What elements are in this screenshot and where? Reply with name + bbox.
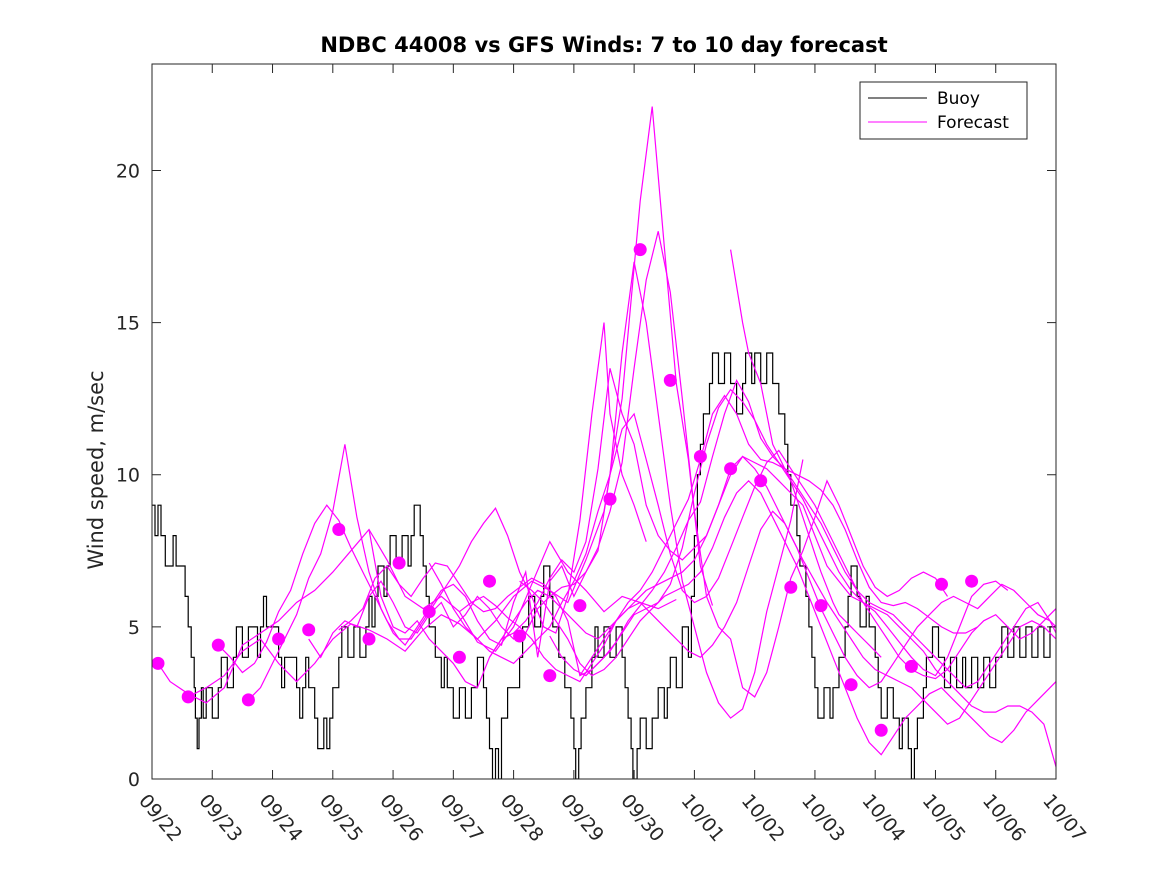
axes-frame <box>151 63 1057 780</box>
y-tick-label: 0 <box>128 769 140 791</box>
forecast-markers <box>152 243 979 737</box>
forecast-marker <box>754 474 768 488</box>
forecast-line <box>488 455 1056 725</box>
forecast-line <box>187 106 714 698</box>
forecast-marker <box>663 373 677 387</box>
forecast-marker <box>272 632 286 646</box>
forecast-marker <box>362 632 376 646</box>
forecast-line <box>247 261 804 719</box>
forecast-marker <box>241 693 255 707</box>
forecast-marker <box>573 599 587 613</box>
legend-buoy-label: Buoy <box>937 89 980 109</box>
forecast-line <box>459 394 1056 689</box>
forecast-line <box>217 322 647 674</box>
forecast-marker <box>724 462 738 476</box>
forecast-marker <box>302 623 316 637</box>
forecast-line <box>730 249 882 658</box>
forecast-marker <box>452 650 466 664</box>
forecast-line <box>308 231 949 698</box>
forecast-line <box>338 378 978 677</box>
forecast-marker <box>935 577 948 591</box>
legend-forecast-label: Forecast <box>937 113 1009 133</box>
forecast-marker <box>543 669 557 683</box>
forecast-marker <box>814 599 828 613</box>
forecast-line <box>157 528 677 704</box>
forecast-marker <box>211 638 225 652</box>
forecast-series <box>157 106 1056 767</box>
forecast-marker <box>844 678 858 692</box>
forecast-marker <box>483 574 496 588</box>
forecast-marker <box>693 450 707 463</box>
forecast-marker <box>513 629 527 643</box>
y-tick-label: 10 <box>116 465 140 487</box>
plot-area <box>152 106 1056 779</box>
y-tick-label: 15 <box>116 313 140 335</box>
forecast-marker <box>633 243 647 257</box>
forecast-marker <box>965 574 979 588</box>
forecast-marker <box>152 656 165 670</box>
legend: Buoy Forecast <box>859 81 1028 140</box>
forecast-marker <box>904 659 918 673</box>
chart-title: NDBC 44008 vs GFS Winds: 7 to 10 day for… <box>320 33 887 57</box>
forecast-marker <box>603 492 617 506</box>
y-tick-label: 20 <box>116 160 140 182</box>
forecast-line <box>368 368 1009 689</box>
forecast-line <box>519 479 1056 756</box>
forecast-marker <box>181 690 195 704</box>
forecast-marker <box>332 523 346 536</box>
forecast-marker <box>784 580 798 594</box>
forecast-marker <box>874 723 888 737</box>
forecast-line <box>549 388 1056 767</box>
y-tick-label: 5 <box>128 617 140 639</box>
forecast-marker <box>392 556 406 570</box>
legend-box <box>859 81 1028 140</box>
forecast-marker <box>422 605 436 619</box>
y-axis-label: Wind speed, m/sec <box>84 370 108 569</box>
